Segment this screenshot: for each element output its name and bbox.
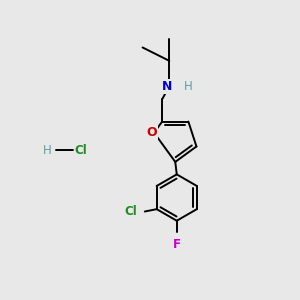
Text: Cl: Cl (124, 205, 137, 218)
Text: H: H (43, 143, 52, 157)
Text: Cl: Cl (74, 143, 87, 157)
Text: H: H (184, 80, 192, 93)
Text: N: N (162, 80, 173, 93)
Text: O: O (146, 126, 157, 139)
Text: F: F (173, 238, 181, 251)
